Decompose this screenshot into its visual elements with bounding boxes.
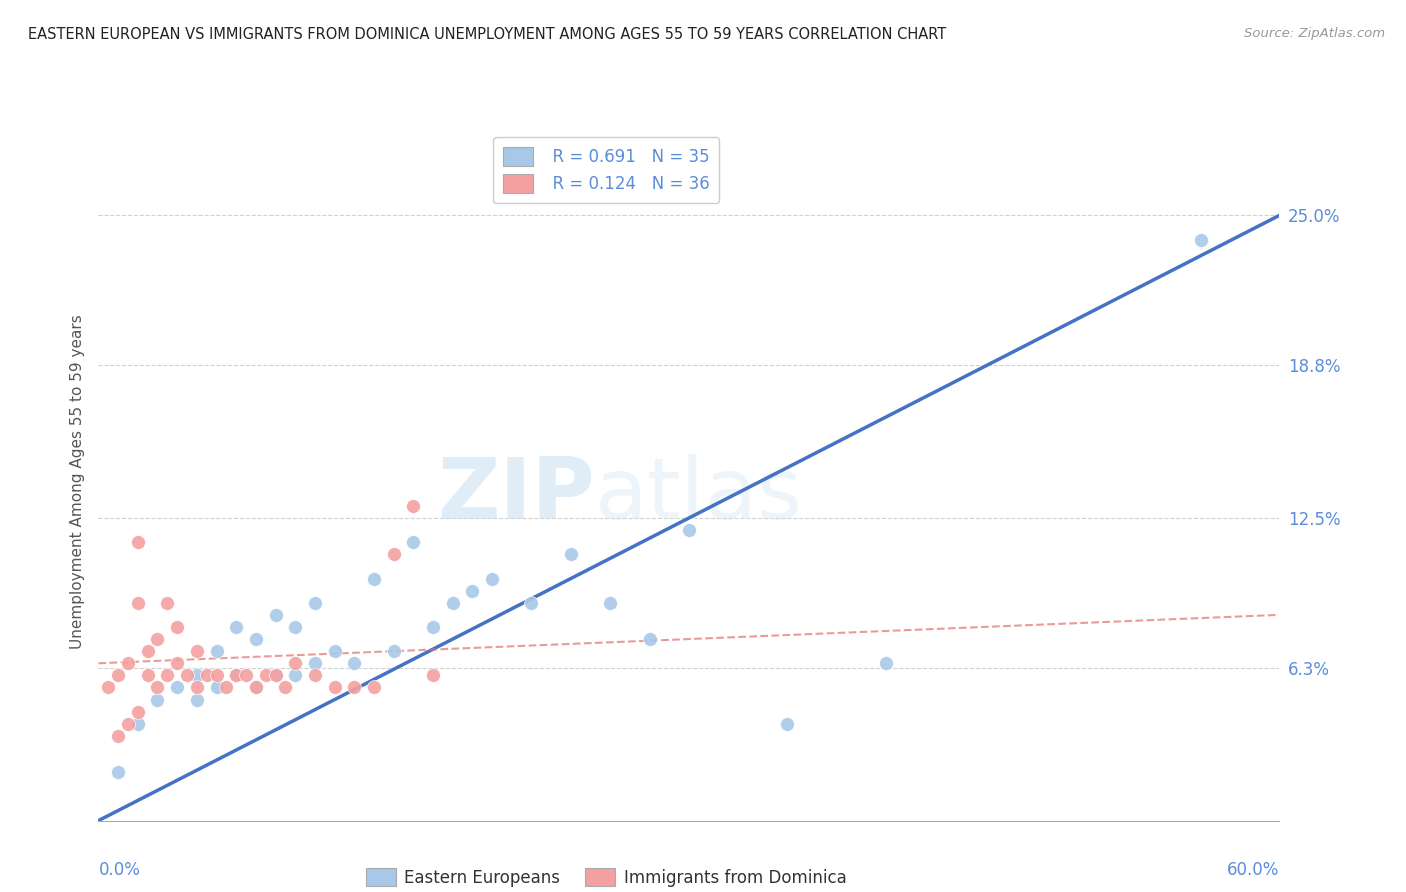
Point (422, 668, 444, 682)
Point (156, 596, 179, 610)
Point (186, 668, 208, 682)
Point (422, 620, 444, 634)
Point (284, 620, 307, 634)
Point (107, 765, 129, 780)
Point (127, 596, 149, 610)
Text: EASTERN EUROPEAN VS IMMIGRANTS FROM DOMINICA UNEMPLOYMENT AMONG AGES 55 TO 59 YE: EASTERN EUROPEAN VS IMMIGRANTS FROM DOMI… (28, 27, 946, 42)
Point (146, 632, 169, 646)
Point (215, 681, 238, 695)
Point (402, 499, 425, 513)
Point (441, 596, 464, 610)
Point (107, 668, 129, 682)
Point (225, 668, 247, 682)
Point (284, 668, 307, 682)
Point (461, 583, 484, 598)
Point (678, 523, 700, 537)
Point (343, 681, 366, 695)
Text: 0.0%: 0.0% (98, 862, 141, 880)
Point (156, 668, 179, 682)
Point (264, 668, 287, 682)
Text: Source: ZipAtlas.com: Source: ZipAtlas.com (1244, 27, 1385, 40)
Point (776, 716, 799, 731)
Point (127, 716, 149, 731)
Point (245, 681, 267, 695)
Point (97, 681, 120, 695)
Point (254, 668, 277, 682)
Point (245, 632, 267, 646)
Y-axis label: Unemployment Among Ages 55 to 59 years: Unemployment Among Ages 55 to 59 years (69, 314, 84, 649)
Point (127, 705, 149, 719)
Point (304, 657, 326, 671)
Point (117, 657, 139, 671)
Point (136, 668, 159, 682)
Point (225, 668, 247, 682)
Text: 60.0%: 60.0% (1227, 862, 1279, 880)
Point (205, 668, 228, 682)
Point (304, 596, 326, 610)
Point (166, 681, 188, 695)
Point (481, 572, 503, 586)
Point (274, 681, 297, 695)
Point (195, 668, 218, 682)
Point (560, 547, 582, 561)
Point (146, 692, 169, 706)
Point (323, 644, 346, 658)
Point (343, 657, 366, 671)
Point (117, 716, 139, 731)
Point (1189, 233, 1212, 247)
Point (638, 632, 661, 646)
Point (264, 607, 287, 622)
Point (363, 681, 385, 695)
Point (304, 668, 326, 682)
Point (875, 657, 897, 671)
Legend: Eastern Europeans, Immigrants from Dominica: Eastern Europeans, Immigrants from Domin… (360, 862, 853, 892)
Point (382, 547, 405, 561)
Point (382, 644, 405, 658)
Point (136, 644, 159, 658)
Point (264, 668, 287, 682)
Point (245, 681, 267, 695)
Point (176, 668, 198, 682)
Point (323, 681, 346, 695)
Point (107, 729, 129, 743)
Point (146, 681, 169, 695)
Point (363, 572, 385, 586)
Point (235, 668, 257, 682)
Point (402, 535, 425, 549)
Point (225, 620, 247, 634)
Text: atlas: atlas (595, 454, 803, 537)
Point (520, 596, 543, 610)
Point (599, 596, 621, 610)
Point (166, 657, 188, 671)
Text: ZIP: ZIP (437, 454, 595, 537)
Point (205, 681, 228, 695)
Point (186, 681, 208, 695)
Point (186, 692, 208, 706)
Point (284, 657, 307, 671)
Point (205, 644, 228, 658)
Point (166, 620, 188, 634)
Point (127, 535, 149, 549)
Point (186, 644, 208, 658)
